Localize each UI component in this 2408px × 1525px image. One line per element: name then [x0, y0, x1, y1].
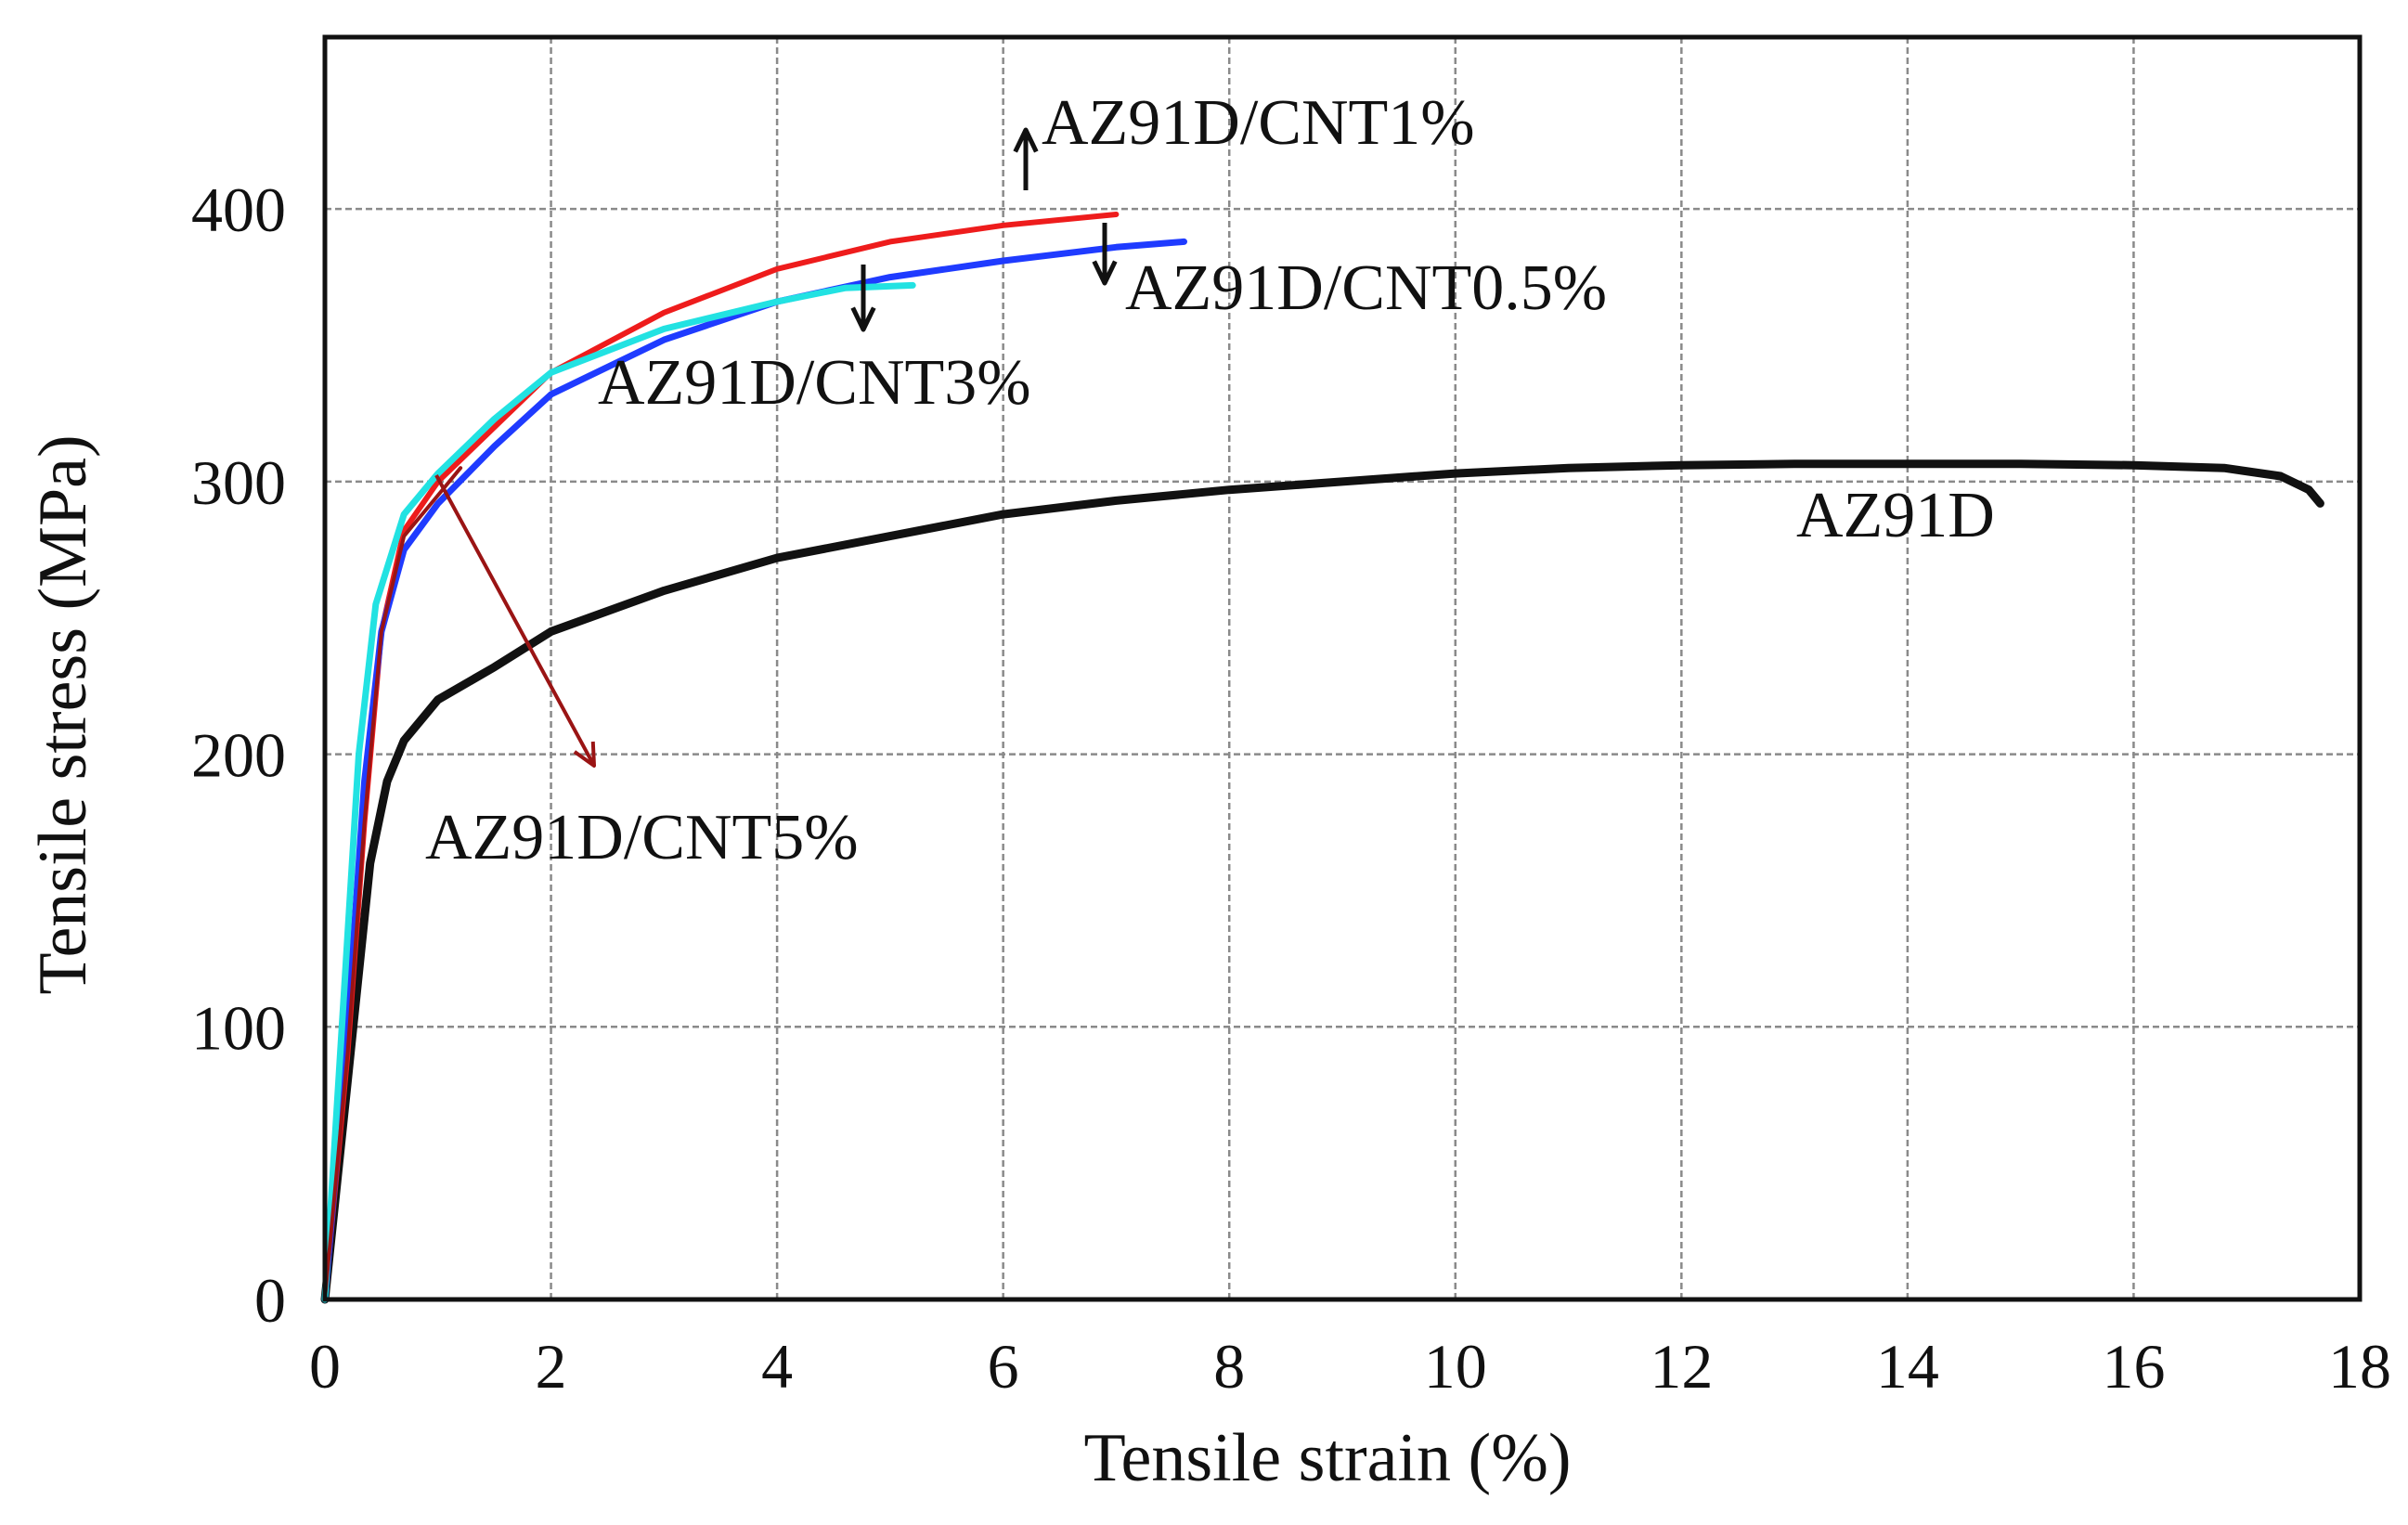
x-axis-label: Tensile strain (%) — [1084, 1420, 1572, 1496]
x-tick-label: 0 — [309, 1331, 341, 1402]
annotation-cnt05: AZ91D/CNT0.5% — [1125, 252, 1607, 324]
y-tick-label: 200 — [191, 720, 286, 791]
grid-lines — [325, 37, 2360, 1299]
x-tick-label: 6 — [988, 1331, 1019, 1402]
y-axis-label: Tensile stress (MPa) — [25, 434, 101, 994]
y-tick-label: 100 — [191, 992, 286, 1063]
x-tick-label: 14 — [1876, 1331, 1939, 1402]
x-tick-label: 12 — [1650, 1331, 1713, 1402]
x-tick-label: 8 — [1213, 1331, 1245, 1402]
arrow-cnt05-head — [1092, 260, 1118, 286]
x-tick-labels: 0 2 4 6 8 10 12 14 16 18 — [309, 1331, 2391, 1402]
y-tick-label: 0 — [254, 1265, 286, 1336]
annotation-cnt3: AZ91D/CNT3% — [598, 347, 1031, 419]
x-tick-label: 10 — [1424, 1331, 1487, 1402]
y-tick-label: 400 — [191, 174, 286, 245]
annotation-cnt5: AZ91D/CNT5% — [425, 802, 859, 873]
y-tick-labels: 0 100 200 300 400 — [191, 174, 286, 1336]
series-line-az91d-cnt0-5 — [321, 238, 1187, 1303]
arrow-cnt3-head — [850, 306, 876, 332]
series-line-az91d-cnt3 — [321, 281, 916, 1303]
arrow-cnt1-head — [1013, 127, 1039, 153]
series-line-az91d — [320, 459, 2324, 1304]
annotation-az91d: AZ91D — [1796, 480, 1995, 551]
x-tick-label: 16 — [2102, 1331, 2165, 1402]
arrow-cnt5-head — [573, 741, 596, 768]
arrow-cnt5 — [434, 474, 596, 767]
series-line-az91d-cnt5 — [323, 466, 463, 1301]
x-tick-label: 2 — [536, 1331, 567, 1402]
annotation-arrows — [434, 127, 1118, 768]
x-tick-label: 4 — [761, 1331, 793, 1402]
plot-frame — [322, 34, 2363, 1302]
x-tick-label: 18 — [2328, 1331, 2391, 1402]
annotation-cnt1: AZ91D/CNT1% — [1042, 87, 1475, 159]
y-tick-label: 300 — [191, 447, 286, 518]
series-lines — [320, 212, 2324, 1304]
